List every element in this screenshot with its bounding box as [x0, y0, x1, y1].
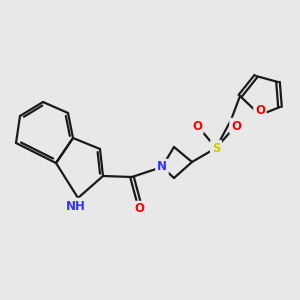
Text: O: O [134, 202, 144, 215]
Text: O: O [255, 103, 265, 116]
Text: N: N [157, 160, 167, 173]
Text: NH: NH [66, 200, 86, 212]
Text: S: S [212, 142, 220, 154]
Text: O: O [192, 119, 202, 133]
Text: O: O [231, 119, 241, 133]
